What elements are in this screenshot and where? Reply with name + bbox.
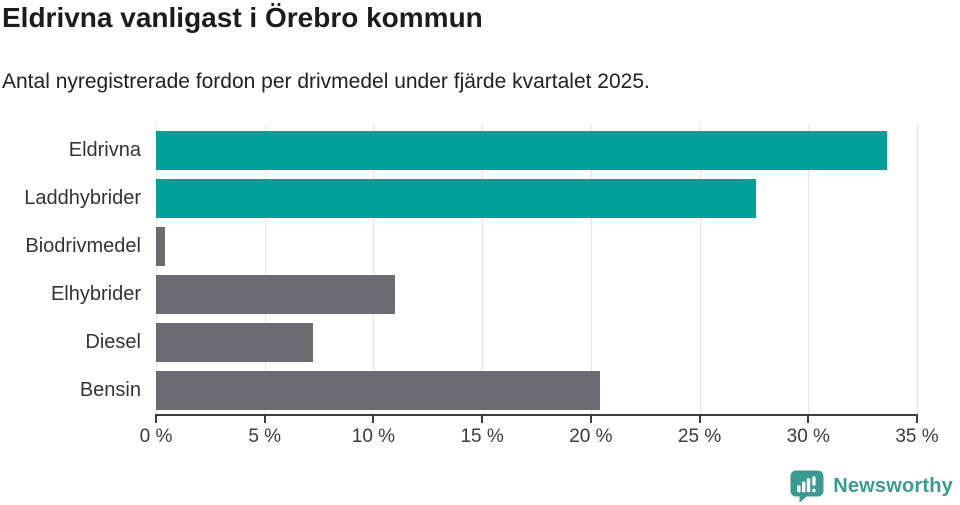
x-axis-tick <box>698 416 701 423</box>
x-axis-tick <box>807 416 810 423</box>
gridline <box>590 125 592 416</box>
gridline <box>699 125 701 416</box>
x-axis-tick-label: 25 % <box>677 426 722 447</box>
bar-bensin <box>156 371 600 410</box>
category-label: Laddhybrider <box>24 187 141 209</box>
category-label: Bensin <box>79 379 141 401</box>
category-label: Diesel <box>85 331 141 353</box>
gridline <box>917 125 918 416</box>
x-axis-tick <box>916 416 918 423</box>
bar-laddhybrider <box>156 179 757 218</box>
x-axis-tick-label: 20 % <box>569 426 613 447</box>
gridline <box>373 125 375 416</box>
x-axis-tick-label: 15 % <box>460 426 504 447</box>
category-label: Biodrivmedel <box>25 235 141 257</box>
x-axis-tick <box>589 416 592 423</box>
x-axis-tick-label: 30 % <box>786 426 830 447</box>
bar-chart-plot-area: 0 % 5 % 10 % 15 % 20 % 25 % 30 % 35 % <box>140 125 939 447</box>
category-label: Elhybrider <box>50 283 141 305</box>
gridline <box>156 125 157 416</box>
bar-biodrivmedel <box>156 227 165 266</box>
chart-subtitle: Antal nyregistrerade fordon per drivmede… <box>2 70 650 93</box>
x-axis-tick-label: 10 % <box>351 426 396 447</box>
bar-elhybrider <box>156 275 396 314</box>
newsworthy-logo-text: Newsworthy <box>833 475 953 497</box>
newsworthy-logo: Newsworthy <box>790 470 953 503</box>
x-axis-line <box>155 414 918 416</box>
x-axis-tick-label: 5 % <box>248 426 282 447</box>
x-axis-tick-label: 0 % <box>139 426 173 447</box>
bar-eldrivna <box>156 131 887 170</box>
bar-diesel <box>156 323 313 362</box>
category-axis: Eldrivna Laddhybrider Biodrivmedel Elhybrid… <box>0 125 141 416</box>
gridline <box>482 125 484 416</box>
x-axis-tick <box>481 416 484 423</box>
gridline <box>264 125 266 416</box>
x-axis-tick <box>263 416 266 423</box>
x-axis-tick-label: 35 % <box>895 426 939 447</box>
gridline <box>808 125 810 416</box>
category-label: Eldrivna <box>68 139 141 161</box>
chart-title: Eldrivna vanligast i Örebro kommun <box>2 2 483 33</box>
x-axis-tick <box>155 416 157 423</box>
newsworthy-logo-icon <box>790 470 824 503</box>
x-axis-tick <box>372 416 375 423</box>
